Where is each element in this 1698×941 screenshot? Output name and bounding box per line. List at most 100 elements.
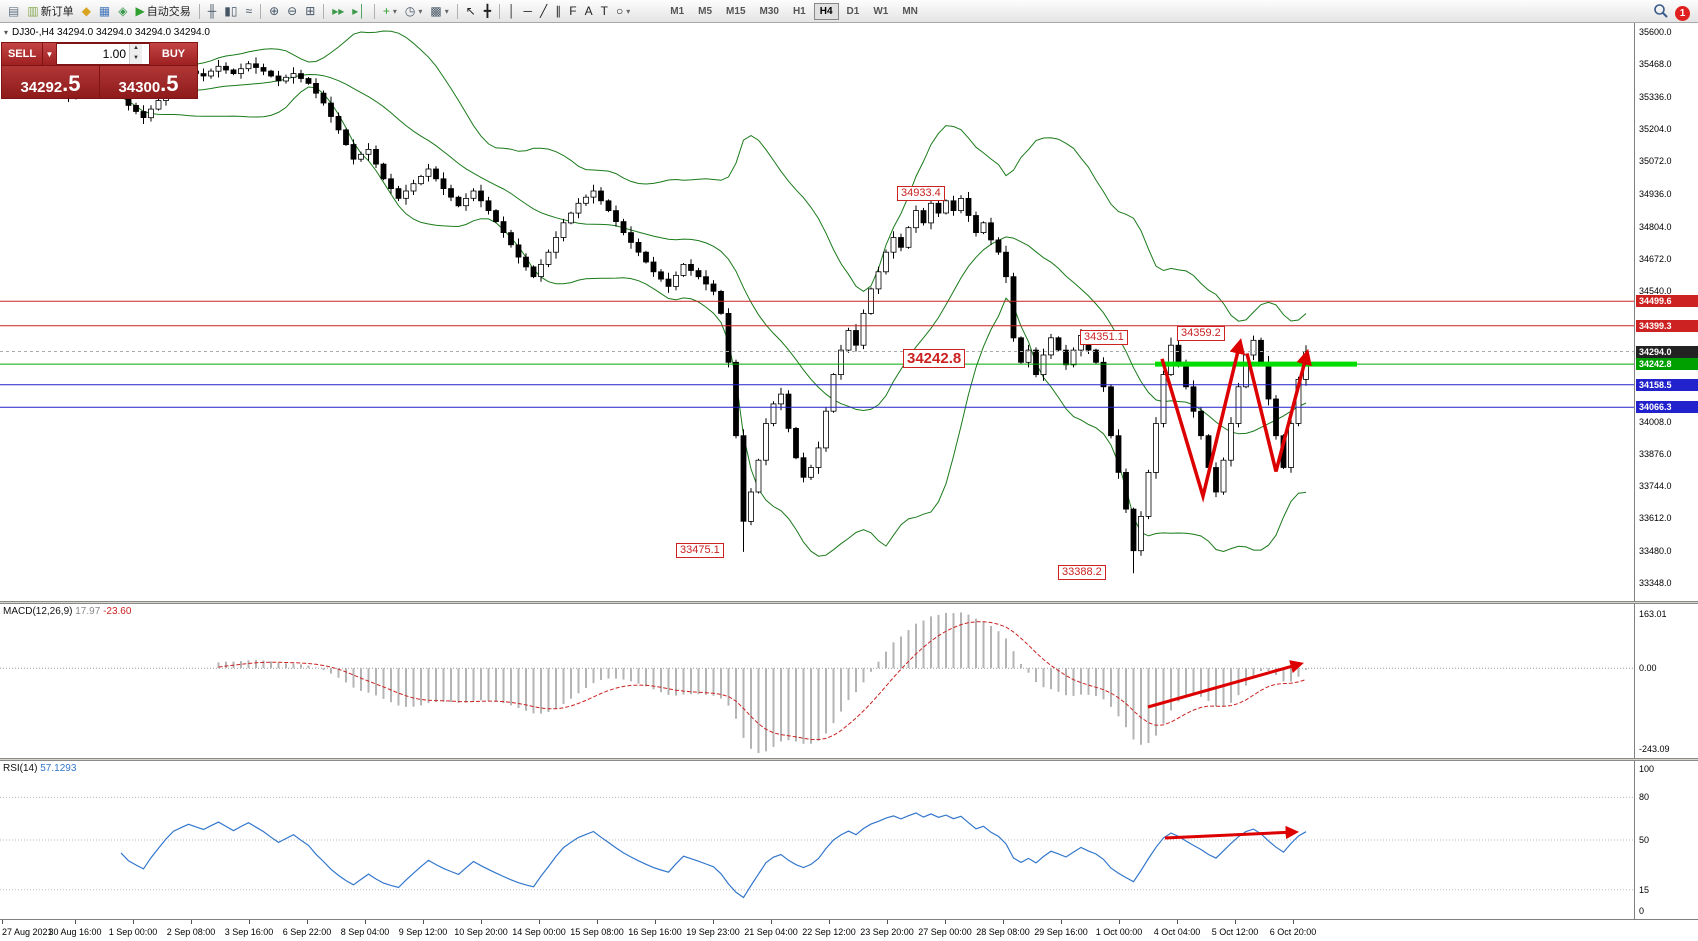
timeframe-w1-button[interactable]: W1 — [873, 5, 889, 17]
timeframe-d1-button[interactable]: D1 — [846, 5, 860, 17]
price-annotation[interactable]: 34242.8 — [903, 349, 966, 368]
main-chart-panel[interactable]: 35600.0 35468.0 35336.0 35204.0 35072.0 34936… — [0, 23, 1698, 601]
price-annotation[interactable]: 33388.2 — [1058, 565, 1106, 580]
macd-axis[interactable]: 163.01 0.00 -243.09 — [1634, 604, 1698, 758]
trend-arrow-drawing[interactable] — [1160, 338, 1246, 503]
buy-price-main: 34300 — [118, 79, 161, 96]
macd-chart[interactable] — [0, 604, 1634, 758]
new-order-button[interactable]: ▥ 新订单 — [23, 2, 77, 21]
line-chart-button[interactable]: ≈ — [241, 2, 256, 21]
time-tick — [307, 920, 308, 924]
sell-button[interactable]: SELL — [2, 43, 42, 65]
price-annotation[interactable]: 34933.4 — [897, 186, 945, 201]
macd-axis-label: -243.09 — [1639, 744, 1670, 754]
zoom-out-button[interactable]: ⊖ — [283, 2, 301, 21]
search-icon[interactable] — [1653, 3, 1668, 23]
time-tick — [1003, 920, 1004, 924]
navigator-button[interactable]: ◈ — [114, 2, 131, 21]
rsi-chart[interactable] — [0, 761, 1634, 919]
trendline-button[interactable]: ╱ — [536, 2, 551, 21]
label-button[interactable]: T — [597, 2, 612, 21]
time-axis-label: 8 Sep 04:00 — [340, 927, 390, 937]
horizontal-line-button[interactable]: ─ — [520, 2, 537, 21]
timeframe-toolbar: M1 M5 M15 M30 H1 H4 D1 W1 MN — [664, 2, 924, 20]
volume-down-icon[interactable]: ▼ — [130, 54, 142, 64]
macd-panel[interactable]: 163.01 0.00 -243.09 MACD(12,26,9) 17.97 -2… — [0, 604, 1698, 758]
buy-price[interactable]: 34300 .5 — [100, 66, 197, 98]
volume-input[interactable] — [57, 47, 129, 61]
dropdown-arrow-icon: ▾ — [444, 6, 449, 16]
zoom-out-icon: ⊖ — [287, 4, 298, 18]
price-axis-tag: 34242.8 — [1636, 358, 1698, 370]
trend-arrow-drawing[interactable] — [1245, 348, 1312, 472]
buy-button[interactable]: BUY — [150, 43, 197, 65]
channel-button[interactable]: ∥ — [551, 2, 565, 21]
price-axis-label: 33876.0 — [1639, 449, 1672, 459]
bar-chart-button[interactable]: ╫ — [204, 2, 221, 21]
new-chart-button[interactable]: ▤ — [4, 2, 23, 21]
rsi-panel[interactable]: 100 80 50 15 0 RSI(14) 57.1293 — [0, 761, 1698, 919]
macd-histogram — [217, 612, 1307, 753]
time-axis-label: 1 Sep 00:00 — [108, 927, 158, 937]
order-type-dropdown[interactable]: ▼ — [42, 43, 56, 65]
volume-up-icon[interactable]: ▲ — [130, 44, 142, 54]
crosshair-button[interactable]: ╋ — [480, 2, 495, 21]
timeframe-m30-button[interactable]: M30 — [759, 5, 779, 17]
tile-windows-icon: ⊞ — [305, 4, 316, 18]
auto-scroll-button[interactable]: ▸▸ — [328, 2, 348, 21]
time-tick — [191, 920, 192, 924]
sell-price[interactable]: 34292 .5 — [2, 66, 100, 98]
price-annotation[interactable]: 34351.1 — [1080, 330, 1128, 345]
timeframe-h4-button[interactable]: H4 — [813, 2, 839, 20]
main-chart[interactable] — [0, 23, 1634, 601]
time-tick — [423, 920, 424, 924]
toolbar-separator — [260, 3, 262, 19]
zoom-in-button[interactable]: ⊕ — [265, 2, 283, 21]
rsi-trend-arrow[interactable] — [1164, 825, 1300, 840]
timeframe-m15-button[interactable]: M15 — [726, 5, 746, 17]
one-click-toggle-icon[interactable]: ▾ — [4, 28, 9, 37]
shapes-button[interactable]: ○ ▾ — [612, 2, 634, 21]
chart-shift-icon: ▸│ — [352, 4, 366, 18]
timeframe-h1-button[interactable]: H1 — [792, 5, 806, 17]
indicators-button[interactable]: + ▾ — [379, 2, 401, 21]
auto-scroll-icon: ▸▸ — [332, 4, 345, 18]
indicators-icon: + — [382, 4, 390, 18]
price-axis[interactable]: 35600.0 35468.0 35336.0 35204.0 35072.0 34936… — [1634, 23, 1698, 601]
time-axis-label: 5 Oct 12:00 — [1211, 927, 1259, 937]
auto-trading-button[interactable]: ▶ 自动交易 — [132, 2, 195, 21]
price-axis-label: 33480.0 — [1639, 546, 1672, 556]
macd-trend-arrow[interactable] — [1147, 660, 1304, 709]
symbol-ohlc-text: DJ30-,H4 34294.0 34294.0 34294.0 34294.0 — [12, 27, 210, 38]
timeframe-mn-button[interactable]: MN — [902, 5, 918, 17]
periods-button[interactable]: ◷ ▾ — [401, 2, 427, 21]
timeframe-m5-button[interactable]: M5 — [698, 5, 713, 17]
panel-splitter[interactable] — [0, 758, 1698, 761]
candlestick-chart-button[interactable]: ▮▯ — [220, 2, 241, 21]
fibonacci-button[interactable]: F — [565, 2, 580, 21]
chart-shift-button[interactable]: ▸│ — [348, 2, 370, 21]
macd-axis-label: 163.01 — [1639, 609, 1667, 619]
price-annotation[interactable]: 34359.2 — [1177, 326, 1225, 341]
candles — [5, 57, 1309, 574]
text-button[interactable]: A — [581, 2, 597, 21]
timeframe-m1-button[interactable]: M1 — [670, 5, 685, 17]
price-axis-tag: 34066.3 — [1636, 401, 1698, 413]
notification-badge[interactable]: 1 — [1675, 5, 1690, 21]
bar-chart-icon: ╫ — [207, 4, 217, 18]
rsi-axis[interactable]: 100 80 50 15 0 — [1634, 761, 1698, 919]
clock-icon: ◷ — [404, 4, 416, 18]
panel-splitter[interactable] — [0, 601, 1698, 604]
rsi-axis-label: 80 — [1639, 792, 1650, 802]
templates-button[interactable]: ▩ ▾ — [426, 2, 452, 21]
time-axis[interactable]: 27 Aug 2021 30 Aug 16:00 1 Sep 00:00 2 Sep … — [0, 919, 1698, 941]
cursor-button[interactable]: ↖ — [462, 2, 480, 21]
price-annotation[interactable]: 33475.1 — [676, 543, 724, 558]
vertical-line-button[interactable]: │ — [504, 2, 520, 21]
toolbar: ▤ ▥ 新订单 ◆ ▦ ◈ ▶ 自动交易 ╫ ▮▯ ≈ ⊕ ⊖ ⊞ ▸▸ ▸│ + ▾ ◷ ▾ ▩ ▾ ↖ ╋ │ ─ ╱ ∥ F A T ○… — [0, 0, 1698, 23]
tile-windows-button[interactable]: ⊞ — [301, 2, 319, 21]
time-tick — [133, 920, 134, 924]
metaeditor-button[interactable]: ◆ — [78, 2, 95, 21]
market-watch-button[interactable]: ▦ — [95, 2, 114, 21]
auto-trading-icon: ▶ — [135, 4, 145, 18]
